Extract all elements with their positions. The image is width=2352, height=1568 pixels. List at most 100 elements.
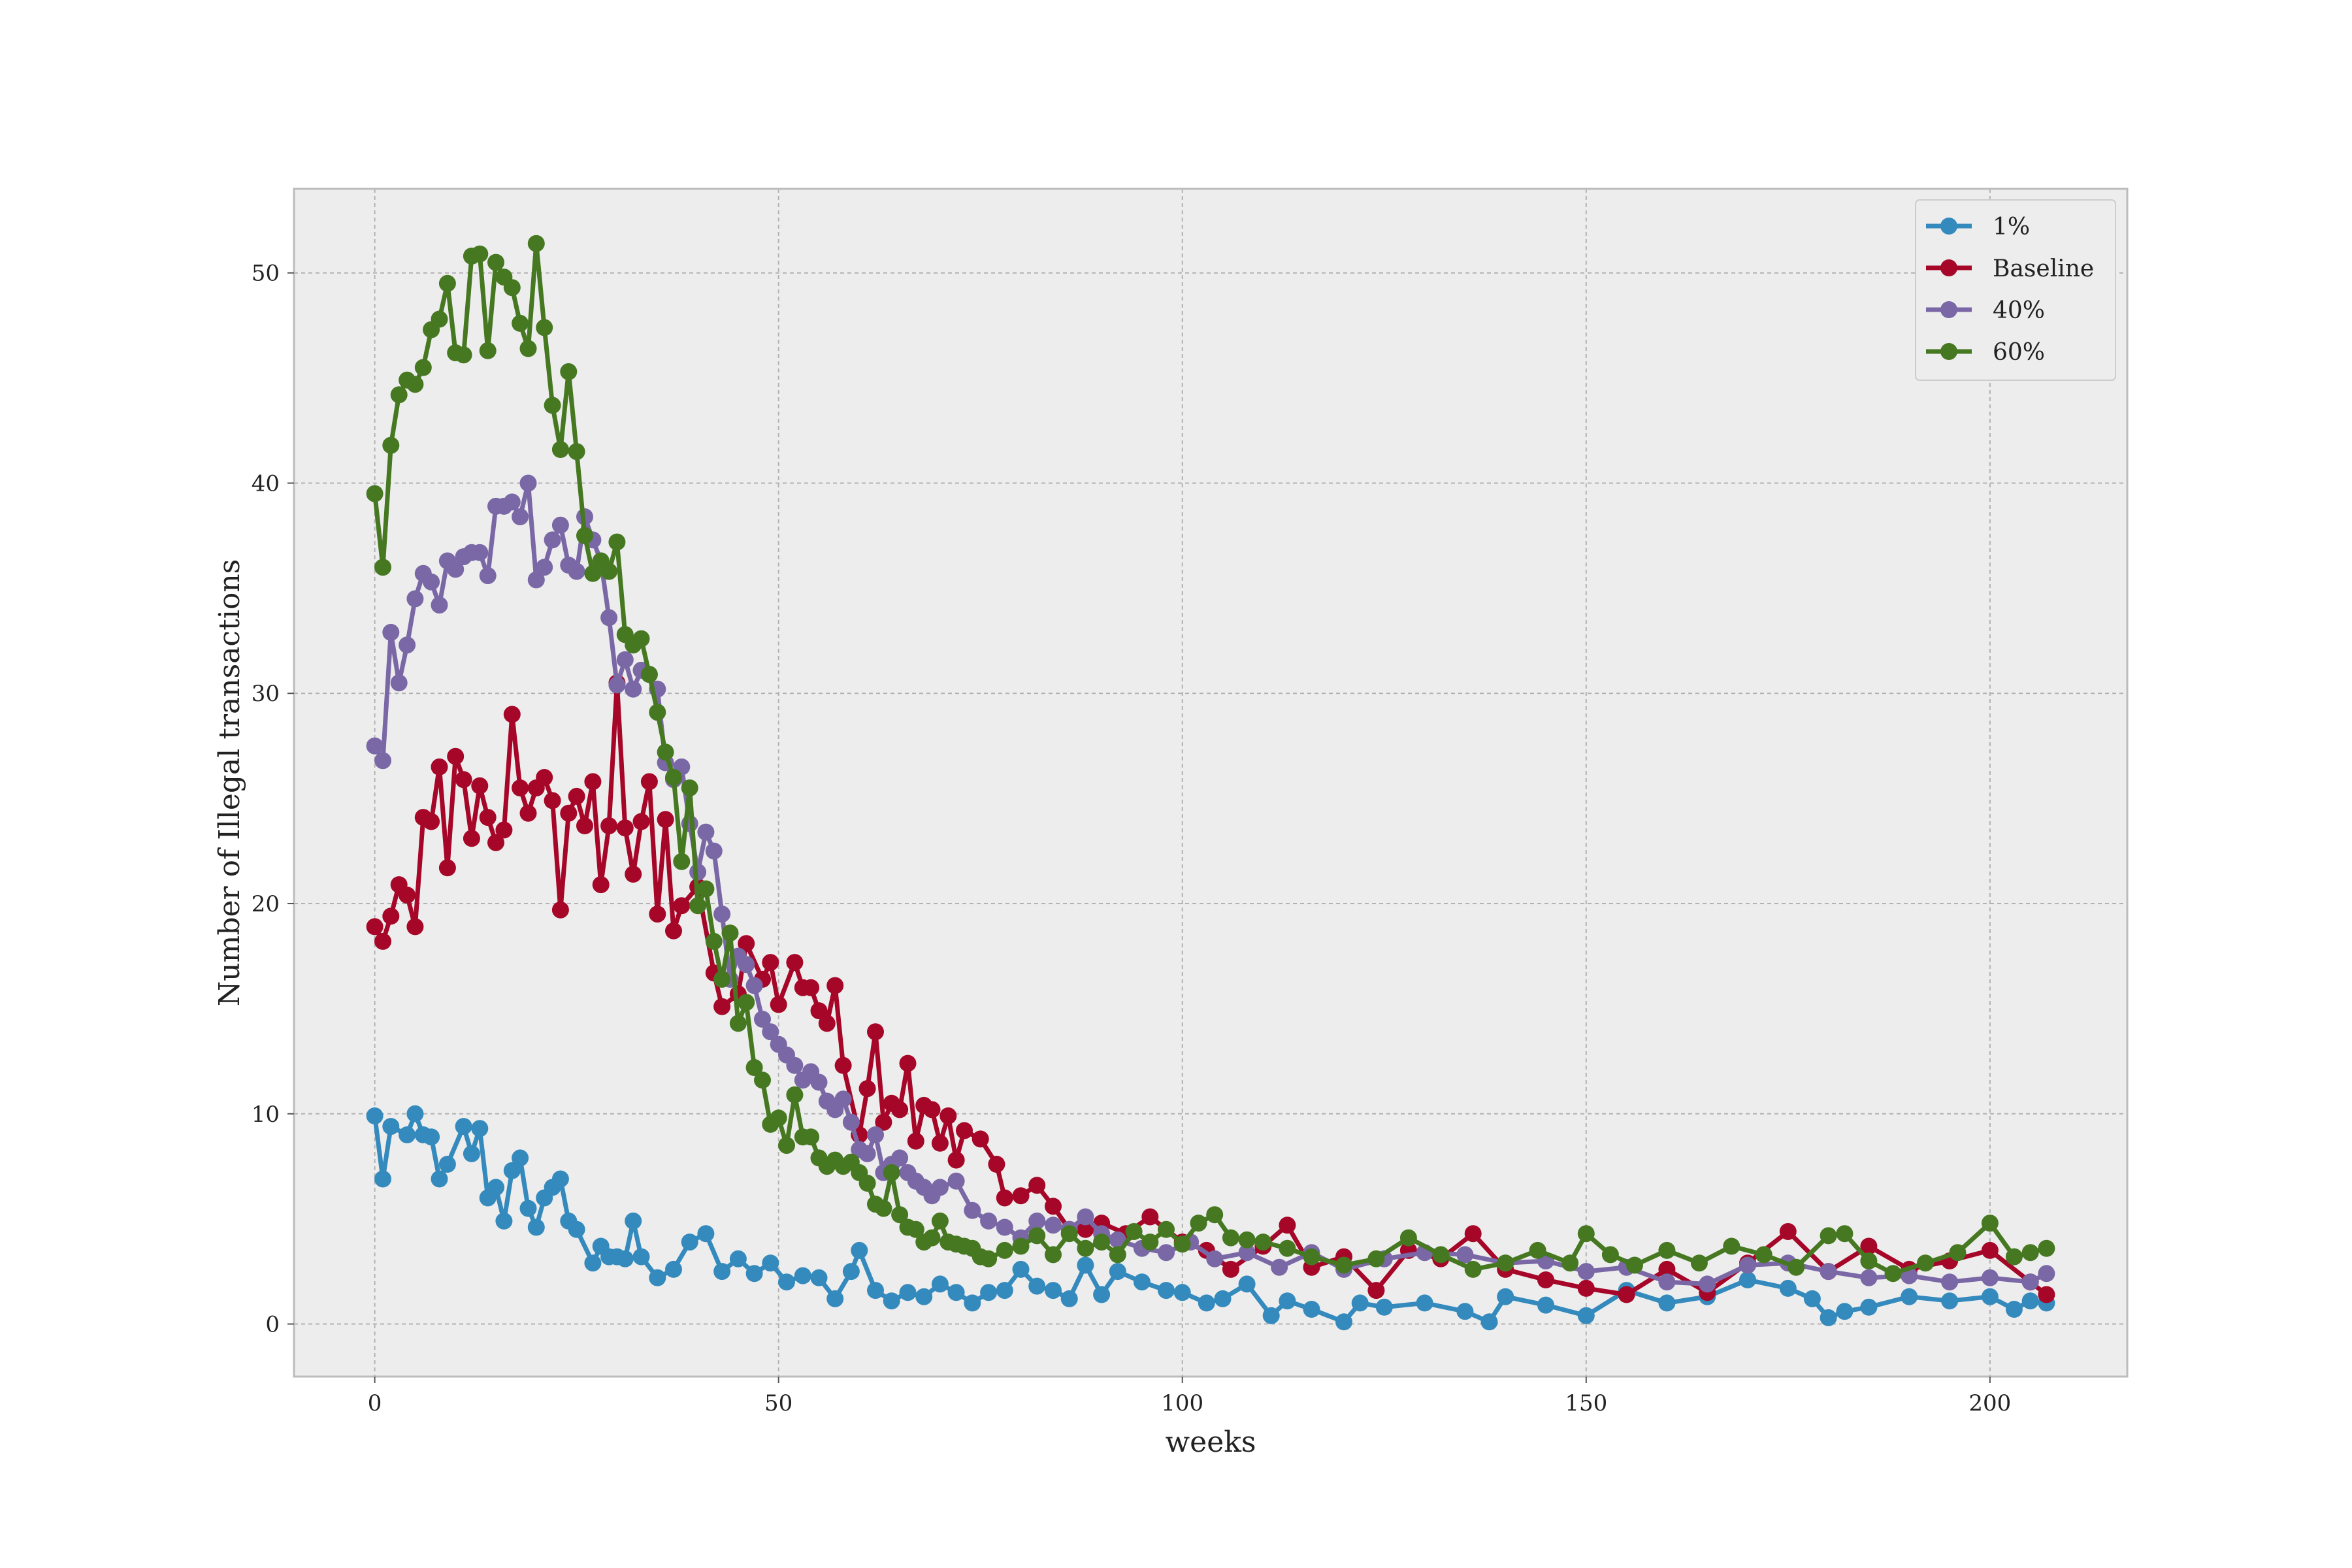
data-point (1658, 1260, 1676, 1278)
data-point (1028, 1212, 1046, 1230)
y-tick-label: 10 (252, 1102, 280, 1128)
data-point (834, 1056, 852, 1074)
data-point (399, 887, 416, 904)
data-point (802, 979, 820, 996)
data-point (1173, 1235, 1191, 1253)
data-point (1464, 1225, 1482, 1243)
data-point (762, 954, 779, 972)
legend-label: 40% (1993, 297, 2045, 324)
data-point (826, 977, 844, 994)
data-point (1788, 1258, 1805, 1276)
data-point (1618, 1286, 1635, 1303)
data-point (592, 876, 610, 894)
data-point (576, 817, 593, 834)
data-point (931, 1134, 949, 1152)
data-point (1601, 1246, 1619, 1264)
data-point (745, 977, 763, 994)
data-point (1981, 1269, 1999, 1286)
data-point (2038, 1265, 2055, 1282)
data-point (1238, 1244, 1256, 1262)
data-point (463, 1145, 480, 1162)
data-point (1028, 1277, 1046, 1295)
data-point (1497, 1288, 1514, 1305)
data-point (980, 1284, 998, 1301)
data-point (438, 274, 456, 292)
data-point (1432, 1246, 1450, 1264)
data-point (1739, 1271, 1756, 1288)
legend-box (1915, 199, 2116, 381)
data-point (406, 1105, 424, 1122)
data-point (423, 1128, 440, 1146)
data-point (447, 561, 465, 578)
data-point (584, 1254, 602, 1272)
data-point (1262, 1307, 1280, 1324)
data-point (1658, 1241, 1676, 1259)
data-point (875, 1200, 892, 1217)
data-point (1941, 1292, 1959, 1310)
data-point (471, 245, 489, 263)
data-point (1077, 1220, 1094, 1238)
data-point (754, 1071, 771, 1089)
data-point (512, 314, 529, 332)
data-point (972, 1130, 989, 1148)
data-point (996, 1282, 1013, 1299)
data-point (826, 1290, 844, 1307)
data-point (2038, 1286, 2055, 1303)
data-point (1901, 1288, 1918, 1305)
data-point (1279, 1239, 1296, 1257)
data-point (608, 533, 626, 551)
data-point (616, 1250, 634, 1267)
data-point (673, 853, 691, 870)
data-point (1367, 1282, 1385, 1299)
legend-label: 1% (1993, 214, 2030, 240)
data-point (867, 1126, 884, 1143)
data-point (713, 906, 731, 923)
data-point (649, 906, 666, 923)
data-point (584, 564, 602, 582)
data-point (568, 443, 585, 461)
data-point (625, 1212, 642, 1230)
data-point (1222, 1260, 1239, 1278)
data-point (366, 918, 384, 936)
data-point (931, 1212, 949, 1230)
data-point (390, 674, 408, 692)
data-point (665, 769, 682, 786)
data-point (1699, 1275, 1716, 1293)
data-point (754, 1011, 771, 1028)
data-point (996, 1241, 1013, 1259)
data-point (1109, 1231, 1126, 1249)
data-point (431, 758, 448, 776)
x-axis-label: weeks (1166, 1426, 1256, 1459)
data-point (640, 773, 658, 791)
data-point (681, 779, 698, 796)
data-point (786, 954, 804, 972)
data-point (438, 1156, 456, 1173)
legend-item: 40% (1926, 297, 2045, 324)
data-point (996, 1218, 1013, 1236)
legend-item: Baseline (1926, 255, 2094, 282)
data-point (1658, 1273, 1676, 1291)
grid (294, 189, 2127, 1377)
data-point (584, 773, 602, 791)
data-point (1109, 1263, 1126, 1281)
data-point (858, 1145, 876, 1162)
data-point (382, 623, 400, 641)
data-point (778, 1137, 795, 1154)
data-point (512, 508, 529, 525)
data-point (382, 1118, 400, 1135)
data-point (423, 573, 440, 591)
data-point (519, 340, 537, 357)
data-point (1045, 1246, 1062, 1264)
data-point (762, 1023, 779, 1041)
data-point (1222, 1229, 1239, 1247)
data-point (851, 1241, 868, 1259)
data-point (1537, 1271, 1554, 1288)
data-point (632, 1248, 650, 1266)
data-point (536, 319, 553, 336)
data-point (1803, 1290, 1821, 1307)
data-point (1206, 1206, 1224, 1224)
data-point (568, 1220, 585, 1238)
data-point (616, 651, 634, 668)
data-point (842, 1113, 860, 1131)
